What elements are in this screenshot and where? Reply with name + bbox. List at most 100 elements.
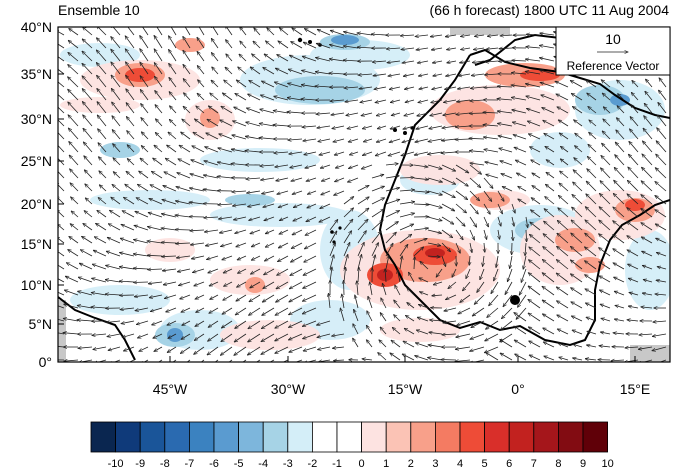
wind-vector (360, 99, 373, 102)
wind-vector (427, 216, 442, 221)
wind-vector (58, 30, 65, 36)
wind-vector (250, 229, 261, 234)
wind-vector (162, 269, 177, 271)
wind-vector (197, 37, 205, 49)
wind-vector (329, 231, 337, 244)
wind-vector (343, 60, 359, 61)
wind-vector (415, 35, 429, 37)
wind-vector (659, 78, 667, 88)
wind-vector (158, 359, 163, 362)
wind-vector (470, 100, 485, 101)
wind-vector (515, 354, 527, 361)
wind-vector (542, 108, 555, 114)
wind-vector (290, 164, 303, 168)
wind-vector (432, 295, 443, 296)
wind-vector (133, 254, 149, 257)
wind-vector (446, 74, 457, 76)
wind-vector (168, 132, 177, 140)
wind-vector (399, 234, 412, 244)
wind-vector (238, 268, 247, 273)
wind-vector (502, 187, 513, 192)
wind-vector (497, 190, 504, 201)
wind-vector (343, 46, 359, 49)
wind-vector (141, 118, 149, 127)
wind-vector (82, 51, 93, 62)
wind-vector (289, 333, 303, 340)
wind-vector (64, 290, 79, 296)
wind-vector (657, 115, 667, 127)
lat-tick: 35°N (21, 66, 52, 82)
wind-vector (646, 79, 653, 88)
wind-vector (274, 152, 289, 153)
wind-vector (469, 203, 478, 214)
wind-vector (588, 107, 597, 114)
wind-vector (586, 194, 597, 205)
wind-vector (613, 263, 625, 270)
wind-vector (616, 118, 625, 127)
wind-vector (399, 224, 414, 231)
wind-vector (151, 171, 163, 179)
wind-vector (197, 93, 205, 101)
wind-vector (589, 132, 597, 140)
wind-vector (499, 148, 513, 153)
wind-vector (404, 328, 415, 335)
wind-vector (84, 211, 93, 218)
wind-vector (653, 321, 667, 322)
wind-vector (334, 190, 345, 195)
wind-vector (441, 242, 451, 252)
wind-vector (289, 55, 303, 62)
wind-vector (529, 247, 541, 257)
wind-vector (121, 320, 135, 324)
wind-vector (217, 176, 233, 178)
wind-vector (485, 61, 499, 62)
wind-vector (644, 116, 653, 127)
wind-vector (330, 100, 345, 101)
wind-vector (239, 54, 247, 62)
wind-vector (106, 321, 121, 323)
wind-vector (375, 151, 387, 156)
wind-vector (58, 144, 65, 153)
wind-vector (211, 53, 219, 62)
wind-vector (232, 135, 247, 140)
wind-vector (559, 133, 569, 140)
wind-vector (245, 151, 261, 152)
wind-vector (83, 223, 93, 231)
wind-vector (264, 216, 275, 221)
wind-vector (120, 253, 135, 257)
wind-vector (555, 81, 569, 88)
wind-vector (58, 56, 65, 62)
wind-vector (65, 276, 79, 283)
wind-vector (373, 74, 387, 76)
wind-vector (203, 175, 219, 179)
wind-vector (275, 68, 289, 75)
wind-vector (249, 80, 261, 88)
lat-tick: 10°N (21, 277, 52, 293)
wind-vector (514, 147, 527, 153)
wind-vector (98, 198, 107, 205)
wind-vector (394, 300, 401, 309)
wind-vector (235, 320, 247, 329)
colorbar-swatch (508, 421, 535, 453)
wind-vector (599, 207, 611, 218)
wind-vector (304, 255, 317, 262)
colorbar-swatch (311, 421, 338, 453)
wind-vector (70, 169, 79, 179)
wind-vector (317, 29, 331, 36)
wind-vector (209, 307, 219, 313)
wind-vector (516, 307, 527, 319)
wind-vector (659, 359, 667, 362)
wind-vector (307, 190, 317, 194)
wind-vector (106, 251, 121, 257)
wind-vector (209, 281, 219, 286)
wind-vector (119, 281, 135, 282)
wind-vector (262, 307, 275, 315)
wind-vector (358, 267, 359, 283)
wind-vector (332, 333, 345, 336)
wind-vector (415, 138, 429, 142)
wind-vector (427, 190, 442, 195)
wind-vector (357, 197, 369, 205)
wind-vector (400, 35, 415, 36)
wind-vector (385, 222, 398, 231)
wind-vector (363, 138, 373, 142)
wind-vector (415, 343, 429, 348)
